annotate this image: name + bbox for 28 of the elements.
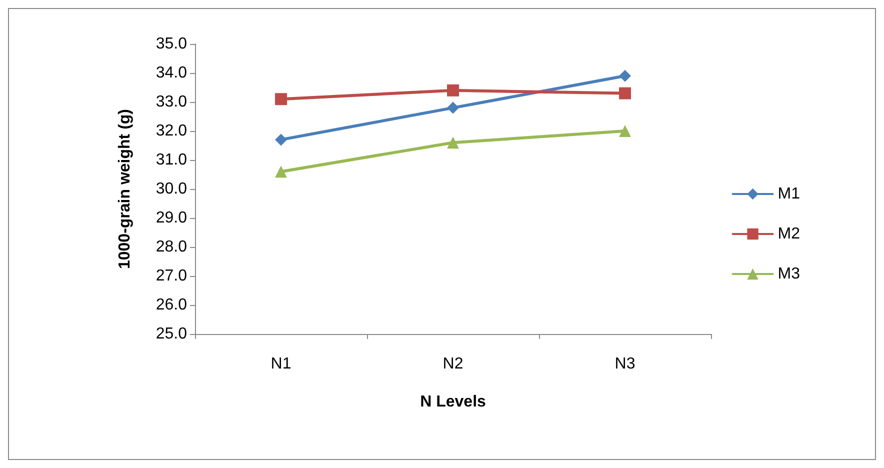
x-axis-title: N Levels [420, 394, 486, 410]
x-tick-label: N2 [442, 356, 464, 372]
point [275, 93, 287, 106]
y-tick-label: 26.0 [156, 296, 188, 314]
y-tick-label: 30.0 [156, 180, 188, 198]
point [275, 166, 287, 178]
y-tick-label: 32.0 [156, 122, 188, 140]
point [447, 136, 459, 149]
legend-label: M2 [778, 226, 800, 242]
y-tick-label: 25.0 [156, 326, 188, 342]
point [619, 87, 631, 100]
x-tick-label: N3 [614, 356, 636, 372]
legend-label: M1 [778, 186, 800, 202]
y-tick-label: 27.0 [156, 268, 188, 284]
point [447, 102, 459, 114]
point [447, 84, 459, 96]
y-tick-label: 35.0 [156, 36, 188, 52]
point [275, 134, 287, 146]
y-tick-label: 29.0 [156, 210, 188, 226]
y-tick-label: 34.0 [156, 64, 188, 82]
x-tick-label: N1 [270, 356, 292, 372]
legend-label: M3 [778, 266, 800, 282]
point [619, 70, 631, 82]
y-tick-label: 33.0 [156, 94, 188, 110]
y-tick-label: 31.0 [156, 152, 188, 168]
y-tick-label: 28.0 [156, 238, 188, 256]
point [619, 125, 631, 137]
y-axis-title: 1000-grain weight (g) [116, 108, 134, 270]
